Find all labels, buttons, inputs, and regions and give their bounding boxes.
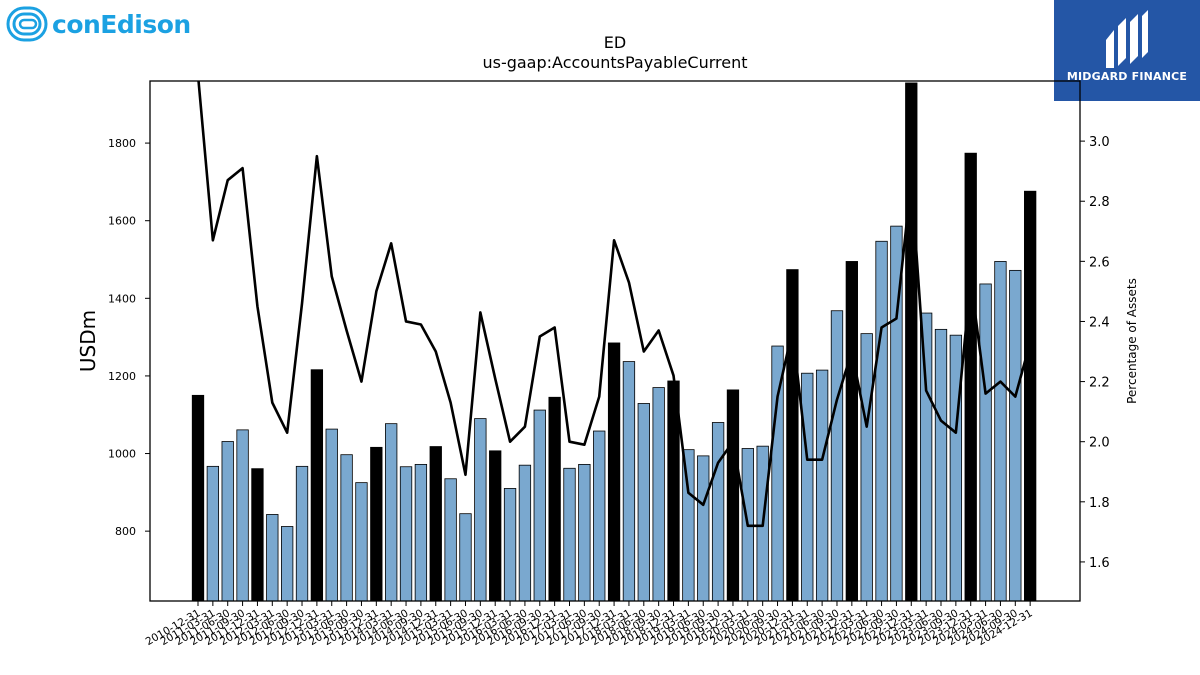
bar-quarterly (221, 441, 234, 601)
y-tick-label: 1200 (108, 370, 136, 383)
bar-quarterly (459, 513, 472, 601)
y2-axis-label: Percentage of Assets (1125, 278, 1139, 404)
midgard-wordmark: MIDGARD FINANCE (1066, 70, 1188, 83)
bar-annual (548, 396, 561, 601)
bar-quarterly (206, 465, 220, 601)
bar-quarterly (503, 488, 517, 601)
bar-quarterly (711, 422, 725, 601)
bar-quarterly (652, 387, 665, 601)
bar-quarterly (474, 418, 487, 601)
bar-annual (964, 152, 977, 601)
bar-quarterly (771, 345, 784, 601)
bar-quarterly (979, 283, 992, 601)
bar-quarterly (934, 328, 948, 601)
plot-frame (149, 80, 1081, 602)
bar-quarterly (340, 454, 353, 601)
midgard-mark-icon (1106, 10, 1148, 68)
y-tick-label: 1400 (108, 292, 136, 305)
bar-quarterly (281, 526, 294, 601)
bar-annual (1024, 190, 1037, 601)
bar-quarterly (399, 466, 413, 601)
y-axis-label: USDm (76, 310, 100, 372)
bar-annual (845, 261, 858, 601)
bar-quarterly (593, 430, 606, 601)
conedison-logo: conEdison (6, 6, 191, 42)
bar-quarterly (414, 463, 428, 601)
midgard-finance-logo: MIDGARD FINANCE (1054, 0, 1200, 101)
bar-annual (607, 342, 621, 601)
bar-quarterly (518, 464, 532, 601)
bar-quarterly (815, 369, 829, 601)
bar-quarterly (578, 463, 591, 601)
bar-annual (429, 446, 442, 601)
bar-quarterly (1009, 269, 1022, 601)
bar-quarterly (637, 403, 650, 601)
bar-annual (370, 446, 383, 601)
y2-tick-label: 3.0 (1089, 135, 1110, 150)
bar-quarterly (949, 334, 963, 601)
bar-annual (726, 389, 740, 601)
bars-layer (191, 82, 1037, 601)
bar-annual (786, 269, 799, 601)
percentage-of-assets-line (197, 81, 1032, 528)
conedison-wordmark: conEdison (52, 9, 191, 39)
bar-quarterly (355, 482, 368, 601)
bar-quarterly (444, 478, 457, 601)
y2-tick-label: 2.8 (1089, 195, 1110, 210)
chart-subtitle: us-gaap:AccountsPayableCurrent (482, 53, 747, 72)
conedison-mark-icon (6, 6, 48, 42)
bar-quarterly (994, 261, 1007, 601)
bar-annual (191, 394, 205, 601)
y-tick-label: 1600 (108, 215, 136, 228)
bar-quarterly (622, 361, 636, 601)
bar-quarterly (830, 310, 844, 601)
y2-tick-label: 1.8 (1089, 496, 1110, 511)
bar-quarterly (860, 333, 873, 601)
bar-quarterly (801, 372, 814, 601)
bar-annual (905, 82, 918, 601)
chart-title: ED (604, 33, 626, 52)
bar-quarterly (563, 467, 576, 601)
y2-tick-label: 2.0 (1089, 436, 1110, 451)
axes-layer: 800 1000 1200 1400 1600 1800 1.6 1.8 2.0 2.2 2.4 2.… (108, 80, 1110, 648)
bar-annual (310, 369, 324, 601)
line-layer (197, 81, 1032, 528)
y2-tick-label: 1.6 (1089, 556, 1110, 571)
bar-quarterly (697, 455, 710, 601)
y2-tick-label: 2.6 (1089, 255, 1110, 270)
y2-tick-label: 2.4 (1089, 315, 1110, 330)
bar-quarterly (236, 429, 249, 601)
bar-quarterly (875, 240, 888, 601)
bar-quarterly (325, 428, 338, 601)
bar-quarterly (266, 514, 279, 601)
y-tick-label: 1000 (108, 448, 136, 461)
y2-tick-label: 2.2 (1089, 376, 1110, 391)
bar-quarterly (385, 423, 398, 601)
bar-quarterly (919, 312, 933, 601)
bar-quarterly (533, 409, 546, 601)
bar-quarterly (682, 449, 695, 601)
bar-quarterly (890, 225, 903, 601)
bar-annual (489, 450, 502, 601)
y-tick-label: 1800 (108, 137, 136, 150)
y-tick-label: 800 (115, 525, 136, 538)
bar-annual (251, 468, 264, 601)
bar-quarterly (295, 465, 309, 601)
